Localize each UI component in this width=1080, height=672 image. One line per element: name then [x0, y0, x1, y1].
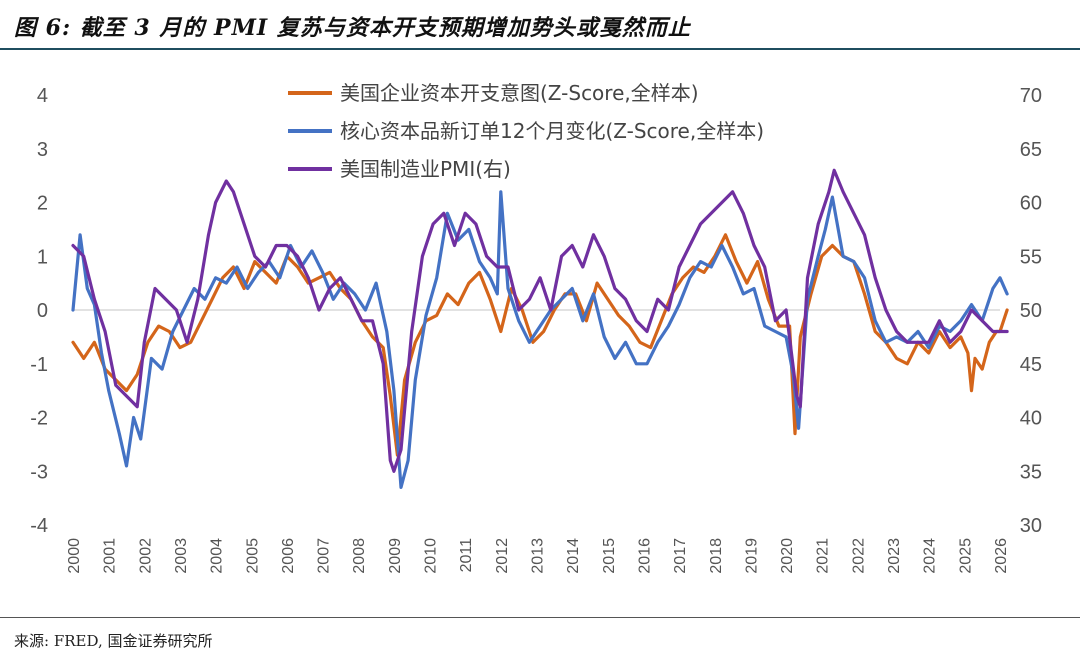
- x-tick-label: 2023: [886, 538, 903, 574]
- legend-label-2: 核心资本品新订单12个月变化(Z-Score,全样本): [340, 119, 764, 143]
- series-line-3: [71, 168, 1009, 473]
- legend-label-3: 美国制造业PMI(右): [340, 157, 511, 181]
- y-right-tick-label: 60: [1020, 193, 1042, 215]
- x-tick-label: 2002: [137, 538, 154, 574]
- x-tick-label: 2007: [316, 538, 333, 574]
- x-tick-label: 2012: [494, 538, 511, 574]
- source-rule: [0, 617, 1080, 618]
- x-tick-label: 2025: [957, 538, 974, 574]
- series-layer: [71, 168, 1009, 489]
- y-right-tick-label: 40: [1020, 408, 1042, 430]
- y-left-tick-label: 4: [37, 85, 48, 107]
- series-line-2: [71, 190, 1009, 489]
- x-tick-label: 2019: [743, 538, 760, 574]
- x-tick-label: 2021: [815, 538, 832, 574]
- x-tick-label: 2010: [423, 538, 440, 574]
- y-right-tick-label: 50: [1020, 300, 1042, 322]
- x-tick-label: 2026: [993, 538, 1010, 574]
- x-tick-label: 2009: [387, 538, 404, 574]
- y-left-tick-label: 2: [37, 193, 48, 215]
- title-rule: [0, 48, 1080, 50]
- x-tick-label: 2004: [209, 538, 226, 574]
- x-tick-label: 2011: [458, 538, 475, 573]
- y-left-tick-label: -4: [30, 515, 48, 537]
- y-right-tick-label: 45: [1020, 354, 1042, 376]
- y-right-tick-label: 65: [1020, 139, 1042, 161]
- x-tick-label: 2006: [280, 538, 297, 574]
- x-tick-label: 2017: [672, 538, 689, 574]
- y-right-tick-label: 35: [1020, 461, 1042, 483]
- y-left-tick-label: 1: [37, 246, 48, 268]
- y-left-tick-label: -3: [30, 461, 48, 483]
- x-tick-label: 2015: [601, 538, 618, 574]
- x-tick-label: 2000: [66, 538, 83, 574]
- x-tick-label: 2013: [530, 538, 547, 574]
- figure-source: 来源: FRED, 国金证券研究所: [14, 632, 213, 650]
- chart-axes: 4 3 2 1 0 -1 -2 -3 -4 70 65 60 55 50 45 40 35 30 2000 2001 2…: [30, 85, 1042, 574]
- y-left-tick-label: 3: [37, 139, 48, 161]
- x-tick-label: 2003: [173, 538, 190, 574]
- y-right-tick-label: 70: [1020, 85, 1042, 107]
- chart-legend: 美国企业资本开支意图(Z-Score,全样本) 核心资本品新订单12个月变化(Z-…: [288, 81, 764, 181]
- x-tick-label: 2020: [779, 538, 796, 574]
- x-tick-label: 2018: [708, 538, 725, 574]
- x-tick-label: 2016: [636, 538, 653, 574]
- y-right-tick-label: 30: [1020, 515, 1042, 537]
- x-tick-label: 2001: [102, 538, 119, 574]
- series-line-1: [71, 233, 1009, 457]
- x-tick-label: 2005: [244, 538, 261, 574]
- figure-title: 图 6: 截至 3 月的 PMI 复苏与资本开支预期增加势头或戛然而止: [14, 15, 691, 41]
- x-tick-label: 2014: [565, 538, 582, 574]
- legend-label-1: 美国企业资本开支意图(Z-Score,全样本): [340, 81, 699, 105]
- y-right-tick-label: 55: [1020, 246, 1042, 268]
- y-left-tick-label: 0: [37, 300, 48, 322]
- y-left-tick-label: -2: [30, 408, 48, 430]
- x-tick-label: 2024: [922, 538, 939, 574]
- y-left-tick-label: -1: [30, 354, 48, 376]
- x-tick-label: 2022: [850, 538, 867, 574]
- x-tick-label: 2008: [351, 538, 368, 574]
